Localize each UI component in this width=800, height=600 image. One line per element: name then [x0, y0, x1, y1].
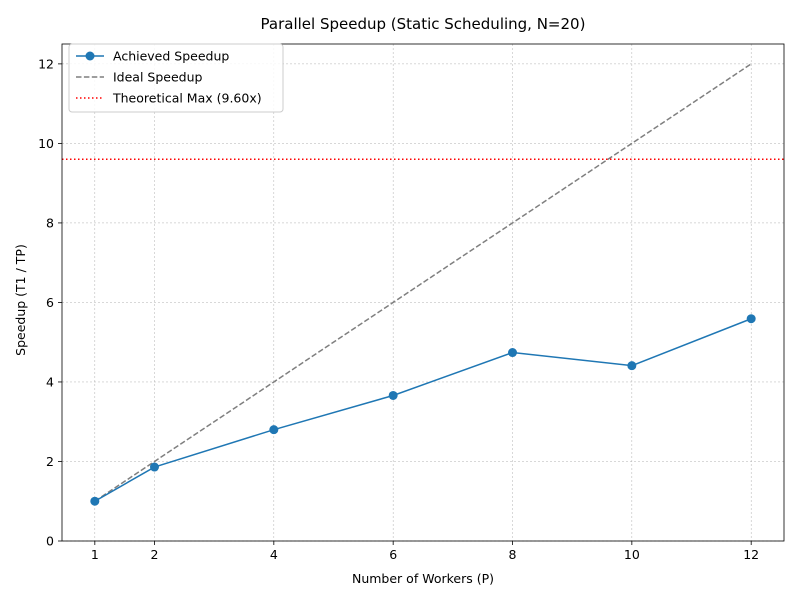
- legend-entry-label: Ideal Speedup: [113, 70, 203, 85]
- y-tick-label: 2: [46, 454, 54, 469]
- x-tick-label: 4: [270, 547, 278, 562]
- plot-frame: [61, 43, 785, 542]
- x-tick-label: 2: [151, 547, 159, 562]
- y-tick-label: 0: [46, 534, 54, 549]
- x-tick-label: 10: [624, 547, 640, 562]
- legend-entry-label: Achieved Speedup: [113, 49, 229, 64]
- grid: [62, 44, 784, 542]
- achieved-speedup-point: [508, 348, 518, 358]
- legend-box: [68, 43, 284, 113]
- achieved-speedup-point: [90, 496, 100, 506]
- achieved-speedup-point: [269, 425, 279, 435]
- legend: Achieved Speedup Ideal Speedup Theoretical…: [68, 43, 284, 113]
- legend-entry-label: Theoretical Max (9.60x): [112, 91, 262, 106]
- chart-title: Parallel Speedup (Static Scheduling, N=2…: [261, 15, 586, 33]
- series-layer: [62, 63, 784, 506]
- y-tick-label: 6: [46, 295, 54, 310]
- achieved-speedup-line: [94, 318, 752, 502]
- x-tick-label: 8: [509, 547, 517, 562]
- y-tick-label: 12: [38, 56, 54, 71]
- y-tick-label: 4: [46, 374, 54, 389]
- y-axis-label: Speedup (T1 / TP): [13, 244, 28, 356]
- ideal-speedup-line: [94, 63, 752, 502]
- x-tick-label: 1: [91, 547, 99, 562]
- achieved-speedup-point: [388, 390, 398, 400]
- x-tick-label: 12: [743, 547, 759, 562]
- y-tick-label: 10: [38, 136, 54, 151]
- x-tick-label: 6: [389, 547, 397, 562]
- legend-achieved-marker: [85, 51, 95, 61]
- y-tick-label: 8: [46, 215, 54, 230]
- x-axis-label: Number of Workers (P): [352, 571, 494, 586]
- achieved-speedup-point: [149, 462, 159, 472]
- achieved-speedup-point: [746, 314, 756, 324]
- achieved-speedup-point: [627, 361, 637, 371]
